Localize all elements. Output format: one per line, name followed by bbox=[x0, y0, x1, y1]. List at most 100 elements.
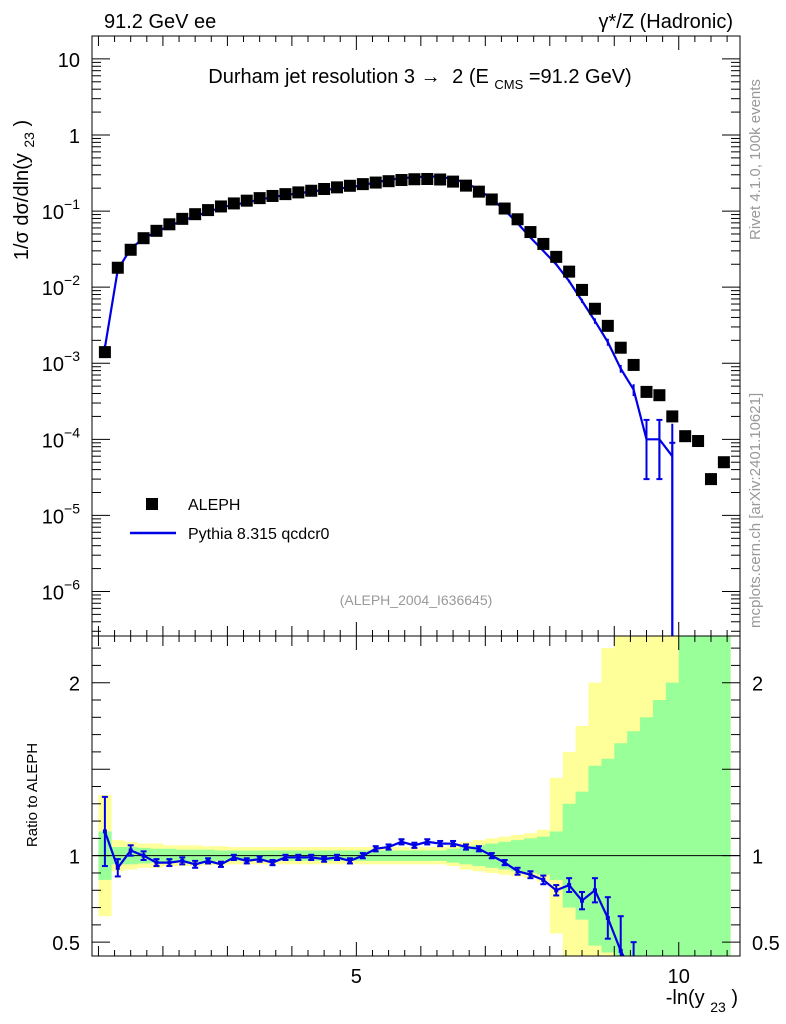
ratio-point bbox=[128, 848, 133, 853]
ratio-band-inner bbox=[678, 636, 692, 956]
ratio-point bbox=[463, 845, 468, 850]
ratio-point bbox=[451, 841, 456, 846]
data-point bbox=[202, 204, 215, 217]
ratio-point bbox=[154, 860, 159, 865]
ratio-point bbox=[257, 857, 262, 862]
data-point bbox=[627, 358, 640, 371]
data-point bbox=[408, 173, 421, 186]
data-point bbox=[318, 183, 331, 196]
ratio-marks bbox=[101, 795, 637, 956]
ratio-y-tick-label-left: 0.5 bbox=[52, 933, 80, 955]
data-point bbox=[653, 389, 666, 402]
ratio-band-inner bbox=[652, 700, 667, 956]
data-point bbox=[266, 189, 279, 202]
ratio-point bbox=[476, 846, 481, 851]
title-post: =91.2 GeV) bbox=[529, 66, 632, 88]
data-point bbox=[395, 174, 408, 187]
ratio-band-inner bbox=[665, 682, 680, 956]
ylabel-post: ) bbox=[11, 120, 33, 127]
data-point bbox=[227, 197, 240, 210]
y-tick-label: 10−2 bbox=[42, 272, 80, 300]
data-point bbox=[459, 179, 472, 192]
y-tick-label: 10 bbox=[58, 50, 80, 72]
ratio-point bbox=[167, 860, 172, 865]
ratio-panel: 5 10 0.5 0.5 1 1 2 2 Ratio to ALEPH -ln(y 23 ) bbox=[24, 635, 780, 1015]
x-tick-label: 5 bbox=[351, 966, 362, 988]
legend-label-aleph: ALEPH bbox=[188, 497, 240, 514]
data-point bbox=[421, 172, 434, 185]
ratio-point bbox=[335, 855, 340, 860]
ratio-x-ticks: 5 10 bbox=[97, 636, 728, 988]
data-point bbox=[305, 184, 318, 197]
data-point bbox=[666, 410, 679, 423]
ratio-y-tick-label-right: 0.5 bbox=[752, 933, 780, 955]
data-point bbox=[292, 186, 305, 199]
ratio-band-inner bbox=[691, 636, 705, 956]
ratio-point bbox=[399, 839, 404, 844]
ratio-point bbox=[438, 841, 443, 846]
mcplots-label: mcplots.cern.ch [arXiv:2401.10621] bbox=[747, 393, 764, 628]
ratio-mc-line bbox=[103, 831, 625, 956]
ratio-point bbox=[244, 858, 249, 863]
title-sub: CMS bbox=[494, 77, 523, 92]
data-point bbox=[576, 283, 589, 296]
ratio-y-ticks: 0.5 0.5 1 1 2 2 bbox=[52, 647, 780, 955]
data-point bbox=[98, 346, 111, 359]
data-point bbox=[111, 261, 124, 274]
ratio-point bbox=[554, 888, 559, 893]
ratio-point bbox=[489, 853, 494, 858]
ylabel-pre: 1/σ dσ/dln(y bbox=[11, 153, 33, 260]
xlabel-pre: -ln(y bbox=[666, 987, 705, 1009]
main-panel: 10 1 10−1 10−2 10−3 10−4 10−5 10−6 Durham jet r… bbox=[11, 35, 741, 637]
y-tick-label: 10−5 bbox=[42, 500, 80, 528]
ratio-point bbox=[193, 862, 198, 867]
data-point bbox=[240, 194, 253, 207]
ratio-point bbox=[515, 869, 520, 874]
ratio-frame bbox=[91, 635, 741, 957]
ratio-point bbox=[373, 846, 378, 851]
ratio-point bbox=[218, 862, 223, 867]
data-point bbox=[601, 319, 614, 332]
main-y-ticks: 10 1 10−1 10−2 10−3 10−4 10−5 10−6 bbox=[42, 35, 740, 632]
data-point bbox=[692, 435, 705, 448]
ratio-point bbox=[541, 877, 546, 882]
ratio-point bbox=[605, 915, 610, 920]
y-tick-label: 10−6 bbox=[42, 576, 80, 604]
ratio-y-tick-label-right: 1 bbox=[752, 847, 763, 869]
data-point bbox=[176, 212, 189, 225]
header-energy: 91.2 GeV ee bbox=[104, 11, 216, 33]
data-point bbox=[356, 178, 369, 191]
y-tick-label: 1 bbox=[69, 126, 80, 148]
ratio-point bbox=[115, 865, 120, 870]
ratio-bands bbox=[92, 636, 740, 956]
ratio-y-axis-label: Ratio to ALEPH bbox=[24, 743, 41, 847]
data-point bbox=[498, 202, 511, 215]
main-y-axis-label: 1/σ dσ/dln(y 23 ) bbox=[11, 120, 39, 260]
legend: ALEPH Pythia 8.315 qcdcr0 bbox=[130, 497, 330, 543]
ratio-point bbox=[528, 872, 533, 877]
xlabel-post: ) bbox=[731, 987, 738, 1009]
data-point bbox=[369, 176, 382, 189]
ratio-point bbox=[592, 888, 597, 893]
data-point bbox=[189, 208, 202, 221]
ratio-point bbox=[567, 883, 572, 888]
data-point bbox=[472, 185, 485, 198]
data-point bbox=[704, 473, 717, 486]
ratio-point bbox=[580, 898, 585, 903]
ratio-point bbox=[412, 843, 417, 848]
ratio-band-inner bbox=[640, 717, 654, 956]
ratio-band-inner bbox=[717, 636, 731, 956]
title-pre: Durham jet resolution 3 bbox=[208, 66, 415, 88]
data-point bbox=[150, 224, 163, 237]
ratio-point bbox=[618, 948, 623, 953]
data-point bbox=[434, 173, 447, 186]
data-point bbox=[124, 243, 137, 256]
ratio-band-inner bbox=[627, 731, 641, 956]
ratio-point bbox=[206, 858, 211, 863]
ratio-point bbox=[231, 855, 236, 860]
analysis-watermark: (ALEPH_2004_I636645) bbox=[340, 592, 493, 608]
ratio-point bbox=[360, 853, 365, 858]
ratio-point bbox=[180, 858, 185, 863]
data-point bbox=[614, 341, 627, 354]
main-frame bbox=[91, 35, 741, 637]
